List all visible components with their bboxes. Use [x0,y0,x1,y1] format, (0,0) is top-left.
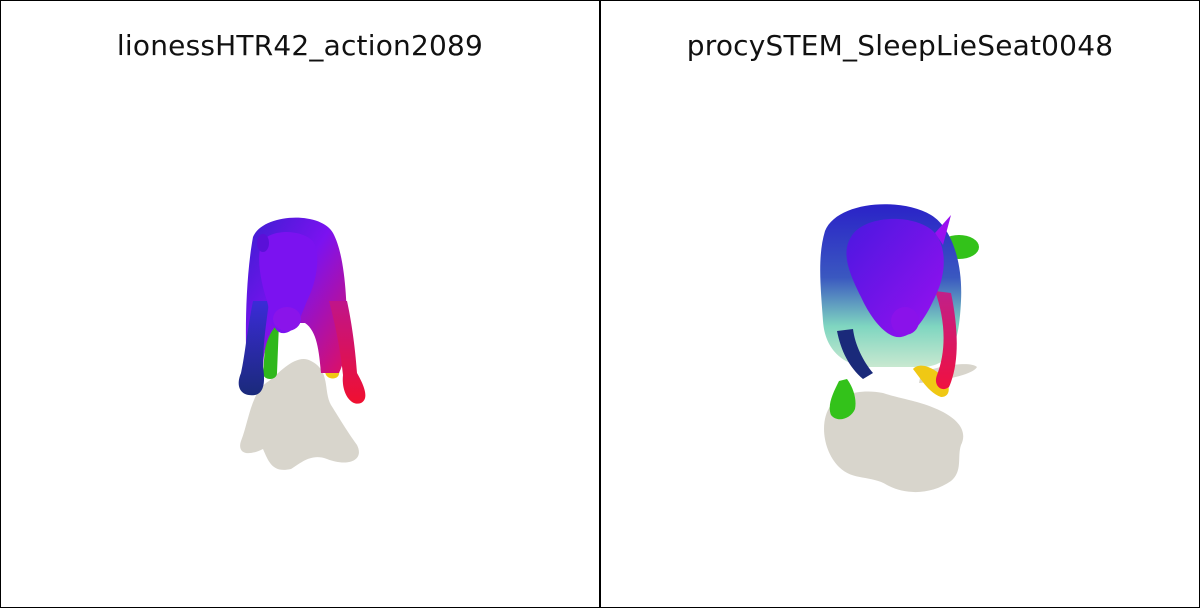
procyon-left-arm [837,329,873,379]
procyon-front-foot [829,379,856,420]
procyon-right-arm [935,291,957,390]
right-panel: procySTEM_SleepLieSeat0048 [600,0,1200,608]
lioness-head [259,232,318,334]
procyon-head [846,218,944,338]
procyon-back-foot [913,365,949,397]
procyon-snout [891,307,919,335]
lioness-snout [273,307,301,331]
right-panel-title: procySTEM_SleepLieSeat0048 [686,29,1114,62]
procyon-render [820,204,979,493]
procyon-ear-right [935,215,951,245]
lioness-render [238,217,366,470]
left-panel-title: lionessHTR42_action2089 [116,29,484,62]
lioness-ear-left [257,234,269,252]
lioness-shadow [240,359,359,470]
procyon-shadow [824,391,964,493]
left-panel: lionessHTR42_action2089 [0,0,600,608]
lioness-front-right-leg [329,301,366,404]
lioness-front-left-leg [238,301,269,396]
